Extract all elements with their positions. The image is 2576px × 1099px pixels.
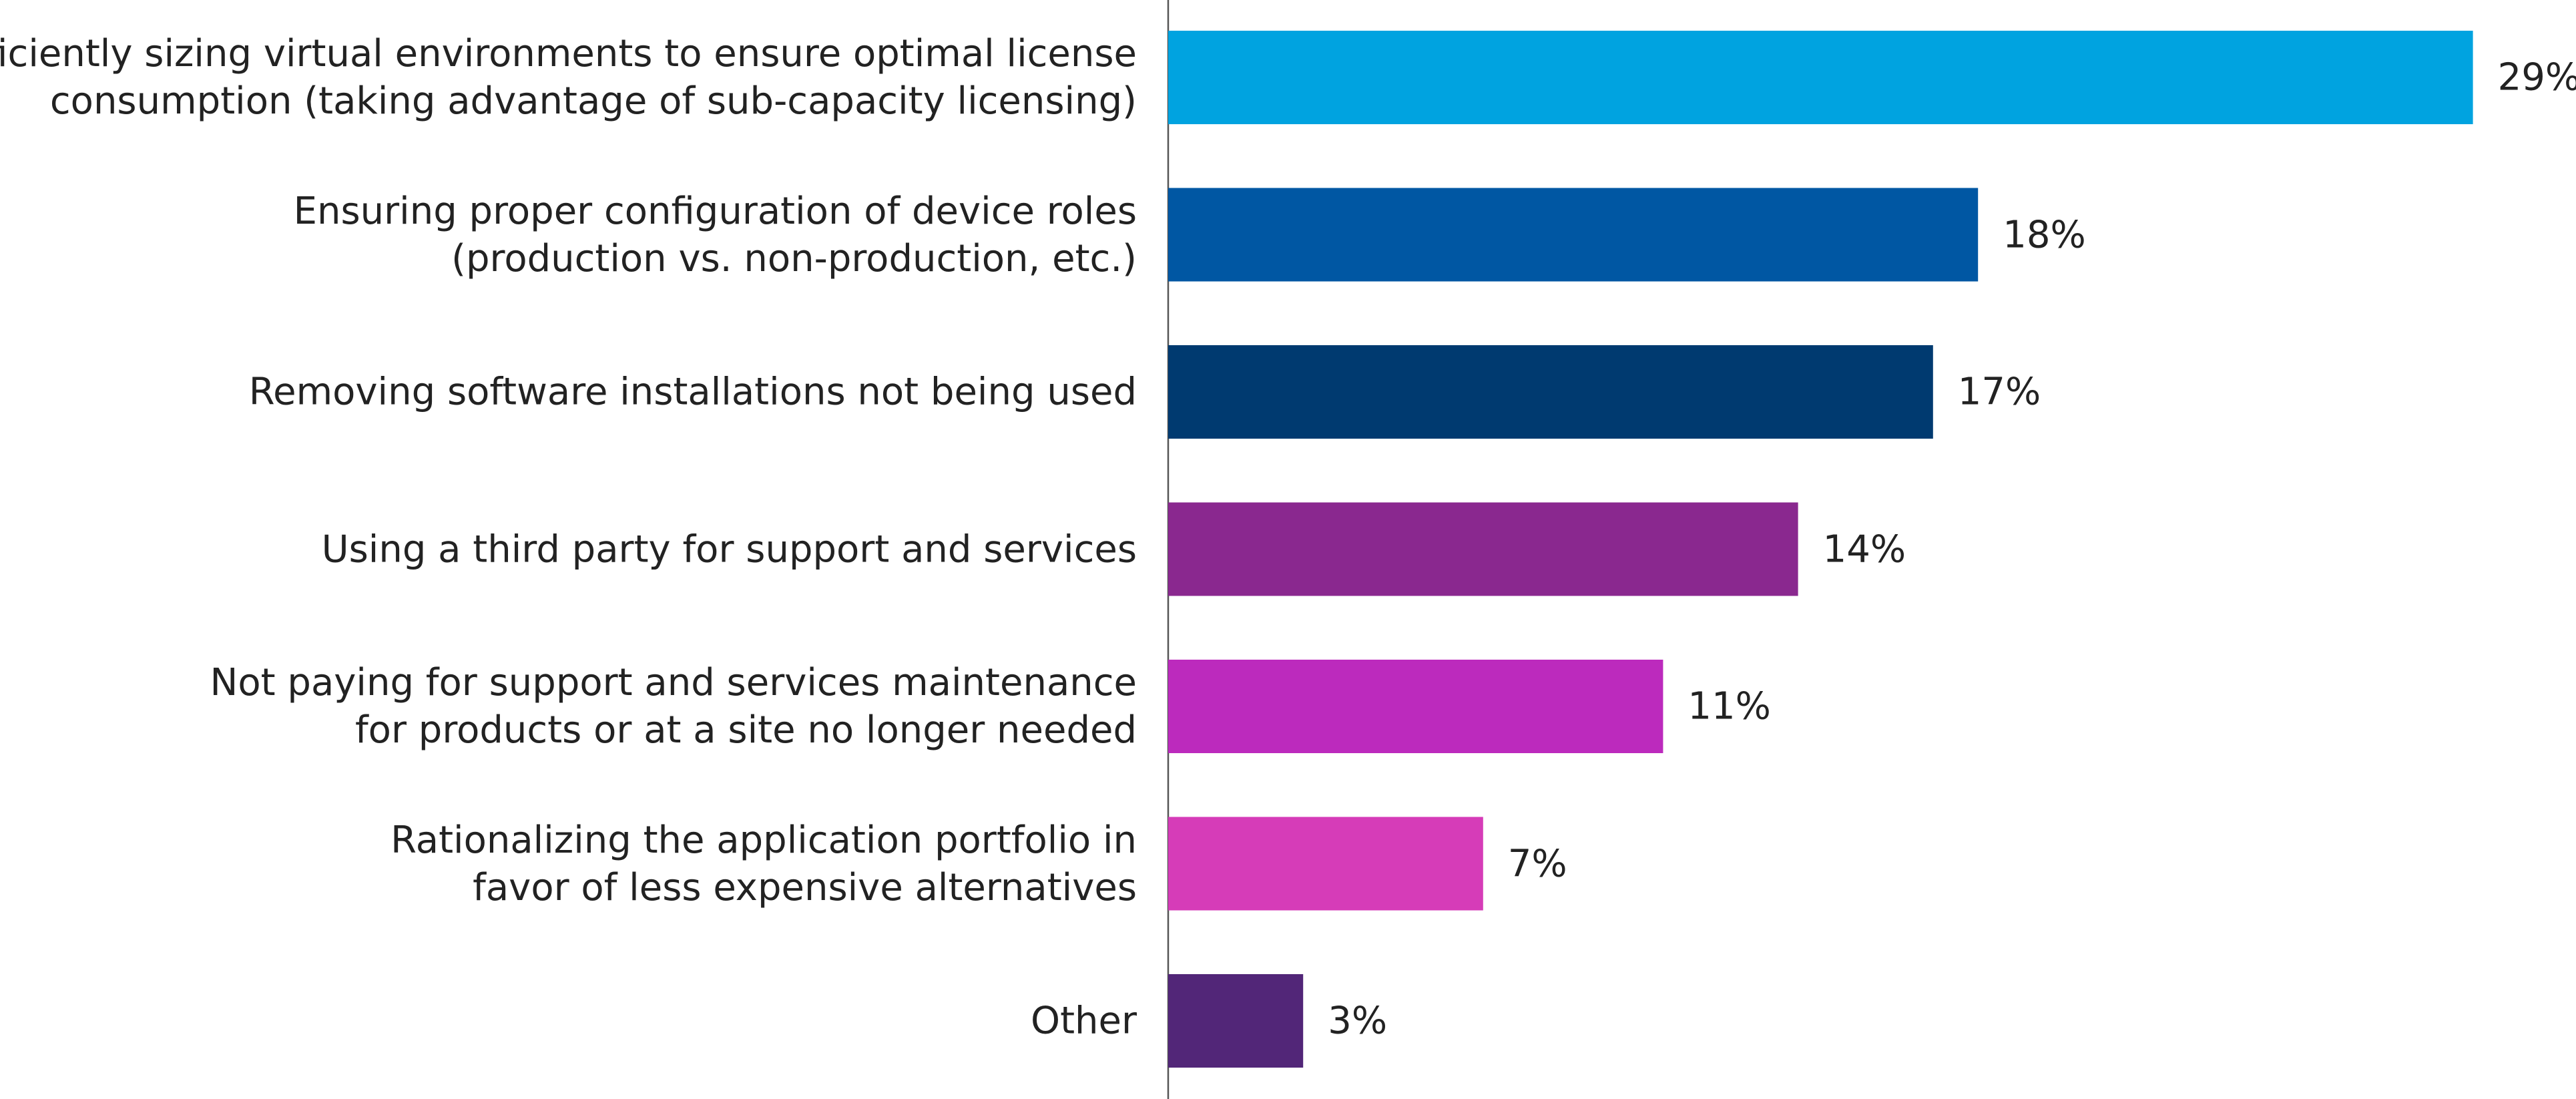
bar — [1168, 345, 1933, 439]
category-label: Ensuring proper configuration of device … — [293, 189, 1137, 280]
category-label: Efficiently sizing virtual environments … — [0, 32, 1137, 123]
category-label: Not paying for support and services main… — [210, 661, 1137, 752]
category-label: Removing software installations not bein… — [248, 370, 1137, 414]
value-label: 7% — [1507, 842, 1567, 885]
value-label: 18% — [2003, 213, 2086, 256]
value-label: 14% — [1822, 527, 1906, 571]
value-label: 29% — [2497, 55, 2576, 99]
bar — [1168, 502, 1798, 596]
category-label: Using a third party for support and serv… — [321, 527, 1137, 571]
bar — [1168, 660, 1663, 753]
category-label: Other — [1030, 999, 1137, 1043]
category-label: Rationalizing the application portfolio … — [391, 818, 1137, 909]
bar — [1168, 817, 1483, 911]
value-label: 17% — [1957, 370, 2041, 414]
bar — [1168, 188, 1979, 282]
value-label: 11% — [1688, 684, 1771, 728]
value-label: 3% — [1328, 999, 1388, 1043]
bar — [1168, 31, 2473, 124]
bar — [1168, 974, 1304, 1068]
